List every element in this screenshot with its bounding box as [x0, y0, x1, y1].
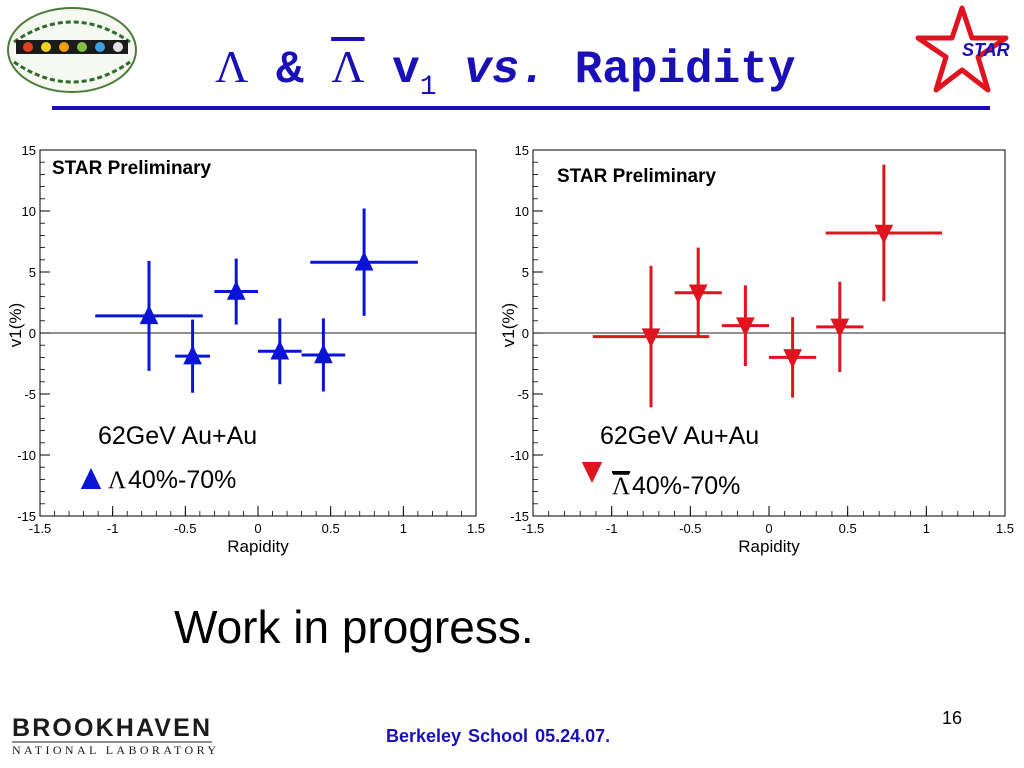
chart2-annotation: STAR Preliminary — [557, 166, 717, 187]
chart1-data-point — [139, 304, 159, 325]
brookhaven-logo: BROOKHAVEN NATIONAL LABORATORY — [12, 714, 216, 757]
chart1-y-tick-label: -15 — [17, 509, 36, 524]
chart1-data-point — [183, 345, 202, 365]
chart1-y-tick-label: 5 — [29, 265, 36, 280]
chart1-x-tick-label: -1 — [107, 521, 119, 536]
chart1-x-tick-label: 0 — [254, 521, 261, 536]
title-v: v — [392, 44, 420, 96]
chart1-data-point — [226, 280, 246, 300]
chart2-x-tick-label: 1 — [923, 521, 930, 536]
chart1-y-tick-label: -5 — [24, 387, 36, 402]
chart2-x-tick-label: 0.5 — [839, 521, 857, 536]
chart1-legend-range: 40%-70% — [128, 466, 236, 494]
footer-text: Berkeley School 05.24.07. — [386, 726, 611, 746]
title-rapidity: Rapidity — [574, 44, 796, 96]
chart1-y-tick-label: -10 — [17, 448, 36, 463]
chart1-x-tick-label: -1.5 — [29, 521, 51, 536]
page-number: 16 — [942, 708, 963, 728]
title-underline — [52, 106, 990, 110]
slide-title: Λ & Λ v1 vs. Rapidity — [215, 40, 795, 103]
bnl-logo-top: BROOKHAVEN — [12, 714, 210, 742]
chart2-data-point — [830, 318, 850, 338]
chart1-y-tick-label: 0 — [29, 326, 36, 341]
chart1-x-tick-label: -0.5 — [174, 521, 196, 536]
chart1-legend-symbol: Λ — [108, 467, 126, 494]
chart2-data-point — [641, 328, 661, 348]
star-logo-text: STAR — [962, 40, 1010, 60]
chart1-data-point — [354, 251, 374, 271]
chart2-y-tick-label: 5 — [522, 265, 529, 280]
chart2-y-tick-label: -5 — [517, 387, 529, 402]
chart2-x-tick-label: 1.5 — [996, 521, 1014, 536]
chart1-y-axis-label: v1(%) — [6, 303, 25, 347]
chart2-system-label: 62GeV Au+Au — [600, 422, 759, 450]
chart1-data-point — [270, 340, 290, 360]
title-lambda: Λ — [215, 41, 249, 92]
title-antilambda: Λ — [331, 41, 365, 92]
chart2-y-tick-label: 0 — [522, 326, 529, 341]
chart2-y-tick-label: 15 — [515, 143, 529, 158]
chart2-y-tick-label: -10 — [510, 448, 529, 463]
chart2-data-point — [783, 349, 802, 369]
bnl-logo-bottom: NATIONAL LABORATORY — [12, 743, 216, 757]
title-vs: vs. — [464, 44, 548, 96]
chart2-y-tick-label: -15 — [510, 509, 529, 524]
chart2-x-axis-label: Rapidity — [738, 537, 800, 556]
chart2-data-point — [736, 317, 755, 337]
chart2-data-point — [688, 284, 708, 304]
chart1-legend-marker — [80, 468, 102, 489]
institute-logo — [7, 7, 137, 93]
chart2-legend-marker — [581, 462, 603, 483]
chart2-legend-symbol: Λ — [612, 473, 630, 500]
chart1-x-tick-label: 1 — [400, 521, 407, 536]
chart1-system-label: 62GeV Au+Au — [98, 422, 257, 450]
chart1-annotation: STAR Preliminary — [52, 158, 212, 179]
chart1-data-point — [314, 343, 333, 364]
chart1-x-axis-label: Rapidity — [227, 537, 289, 556]
work-in-progress-text: Work in progress. — [174, 601, 534, 653]
title-amp: & — [275, 44, 304, 96]
chart1-y-tick-label: 15 — [22, 143, 36, 158]
title-sub: 1 — [419, 72, 437, 103]
v1-rapidity-charts: -1.5 -1 -0.5 0 0.5 1 1.5-15-10-5051015Rapidity… — [6, 143, 1014, 556]
chart1-x-tick-label: 1.5 — [467, 521, 485, 536]
chart2-x-tick-label: -1 — [606, 521, 618, 536]
chart1-x-tick-label: 0.5 — [322, 521, 340, 536]
chart1-y-tick-label: 10 — [22, 204, 36, 219]
star-logo — [915, 5, 1009, 93]
chart2-x-tick-label: 0 — [765, 521, 772, 536]
chart2-data-point — [874, 224, 894, 244]
chart2-legend-range: 40%-70% — [632, 472, 740, 500]
chart2-y-axis-label: v1(%) — [499, 303, 518, 347]
chart2-y-tick-label: 10 — [515, 204, 529, 219]
chart2-x-tick-label: -0.5 — [679, 521, 701, 536]
chart2-x-tick-label: -1.5 — [522, 521, 544, 536]
